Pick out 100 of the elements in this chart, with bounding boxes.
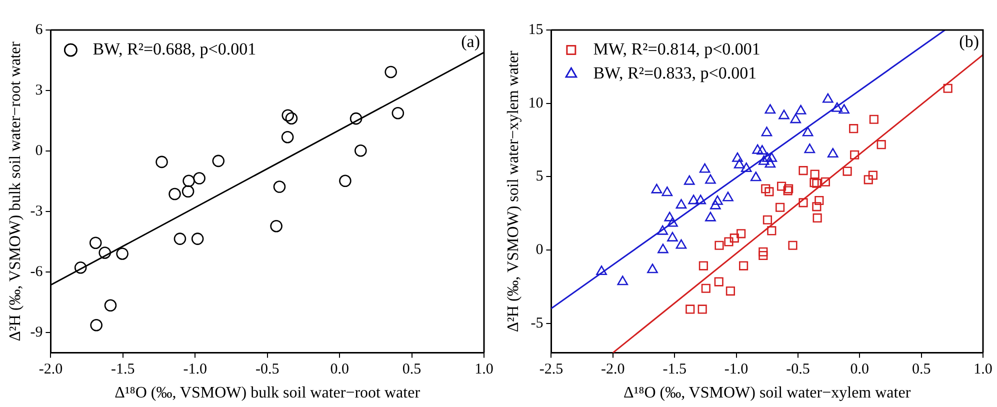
point [647,264,658,274]
point [750,172,762,182]
point [617,276,628,286]
point [722,192,734,202]
legend-label: BW, R²=0.833, p<0.001 [593,63,757,82]
point [104,299,117,312]
x-tick-label: 0.5 [402,362,422,378]
point [273,180,286,193]
point [788,240,798,250]
x-tick-label: -0.5 [786,362,810,378]
point [762,215,772,224]
point [784,184,794,194]
point [688,194,699,204]
point [876,140,886,150]
point [734,158,745,168]
point [849,124,858,134]
x-tick-label: 0.5 [912,362,931,378]
x-tick-label: -1.5 [111,362,135,378]
y-tick-label: 0 [536,242,544,258]
point [285,112,298,125]
y-tick-label: 6 [35,22,44,38]
point [705,174,716,184]
y-tick-label: 0 [35,142,43,159]
point [596,266,607,276]
x-axis-title: Δ¹⁸O (‰, VSMOW) bulk soil water−root water [114,384,421,402]
x-tick-label: 0.0 [850,362,870,378]
point [842,166,852,176]
point [354,144,367,157]
point [662,186,673,196]
y-axis-title: Δ²H (‰, VSMOW) soil water−xylem water [504,50,522,332]
point [651,184,662,194]
point [667,217,678,227]
point [193,172,206,184]
point [732,152,743,162]
point [758,155,770,165]
point [116,248,128,260]
point [664,212,676,222]
point [156,156,168,168]
point [168,188,181,200]
point [726,286,735,296]
x-tick-label: -2.0 [38,362,63,378]
y-tick-label: 10 [528,95,544,112]
legend-label: BW, R²=0.688, p<0.001 [92,39,256,58]
point [191,232,204,245]
point [758,250,768,260]
point [698,304,707,314]
y-tick-label: -9 [30,324,43,341]
point [802,126,814,136]
point [281,130,294,144]
point [182,174,195,188]
point [832,102,842,112]
point [698,261,708,270]
point [868,170,878,180]
point [212,154,225,168]
point [798,166,808,176]
point [740,162,752,172]
point [812,213,822,222]
point [90,319,102,332]
point [943,84,952,93]
point [98,246,112,259]
point [812,178,822,188]
point [764,187,774,196]
point [764,104,776,114]
point [766,152,778,162]
point [74,262,87,274]
point [282,109,294,122]
point [767,226,776,236]
point [822,93,834,103]
point [736,229,746,238]
point [810,178,819,188]
point [776,202,785,212]
point [838,104,850,114]
point [384,66,397,78]
point [812,202,822,212]
x-axis-title: Δ¹⁸O (‰, VSMOW) soil water−xylem water [624,384,912,402]
annotation: (b) [959,32,979,51]
point [795,104,806,114]
point [764,158,776,168]
point [730,234,739,243]
point [752,144,764,154]
point [270,220,282,232]
point [820,177,830,186]
point [778,110,790,120]
point [339,174,352,188]
y-axis-title: Δ²H (‰, VSMOW) bulk soil water−root water [6,40,24,342]
point [658,244,668,254]
point [776,182,786,191]
y-tick-label: 3 [35,82,43,98]
x-tick-label: 0.0 [330,362,349,378]
point [850,150,860,160]
x-tick-label: -2.0 [601,362,625,378]
x-tick-label: 1.0 [474,362,494,378]
point [676,239,687,249]
x-tick-label: -1.0 [724,362,748,378]
x-tick-label: 1.0 [974,362,992,378]
y-tick-label: -5 [530,315,544,332]
point [699,163,710,173]
point [798,198,808,208]
point [695,194,706,204]
point [392,106,404,120]
